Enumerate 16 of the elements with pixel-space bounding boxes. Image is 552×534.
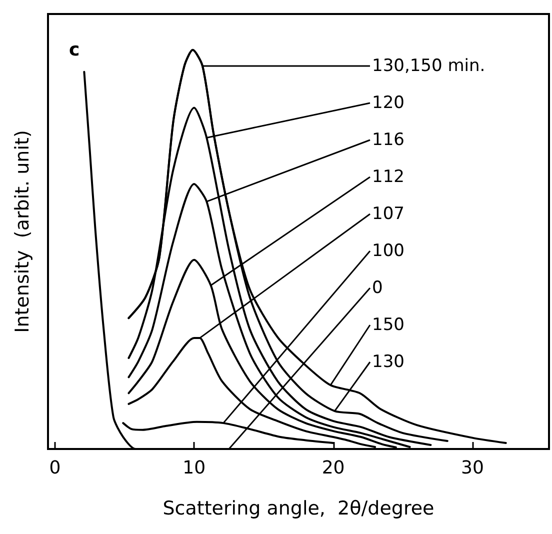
chart-title: c: [69, 40, 80, 60]
annotation: 120: [372, 93, 404, 113]
annotation: 150: [372, 315, 404, 335]
annotation: 130,150 min.: [372, 56, 486, 76]
annotation: 116: [372, 130, 404, 150]
x-tick-label: 10: [182, 458, 206, 478]
annotation: 107: [372, 204, 404, 224]
annotation: 100: [372, 241, 404, 261]
annotation: 112: [372, 167, 404, 187]
annotation: 130: [372, 352, 404, 372]
annotation: 0: [372, 278, 383, 298]
x-tick-label: 30: [461, 458, 484, 478]
x-tick-label: 0: [49, 458, 61, 478]
y-axis-title: Intensity (arbit. unit): [12, 130, 34, 333]
x-tick-label: 20: [322, 458, 345, 478]
x-axis-title: Scattering angle, 2θ/degree: [162, 498, 434, 520]
